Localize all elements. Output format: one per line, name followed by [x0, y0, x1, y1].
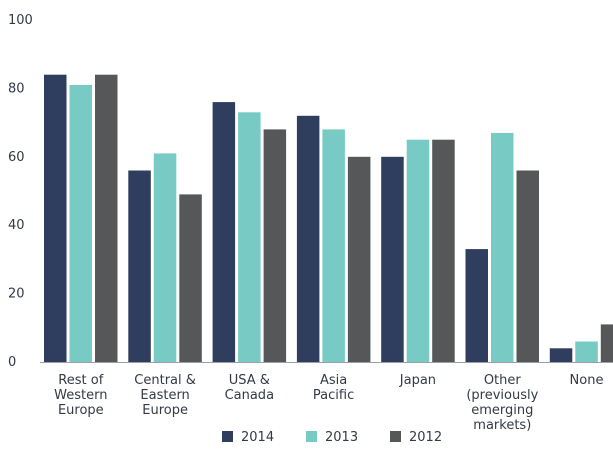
y-tick-label: 80 [8, 81, 25, 96]
legend-label-2014: 2014 [241, 430, 274, 445]
bar-2013 [322, 129, 345, 362]
legend: 2014 2013 2012 [222, 430, 442, 445]
bar-2014 [128, 170, 151, 362]
x-category-label: Rest of Western Europe [54, 373, 107, 418]
x-category-label: Japan [399, 373, 436, 388]
bar-2012 [347, 156, 371, 362]
bar-2012 [263, 129, 287, 362]
x-category-label: Central & Eastern Europe [134, 373, 196, 418]
bar-2012 [95, 74, 118, 362]
x-category-label: Asia Pacific [313, 373, 354, 403]
bar-2013 [406, 139, 430, 362]
x-category-label: None [570, 373, 604, 388]
legend-label-2012: 2012 [409, 430, 442, 445]
x-category-label: USA & Canada [225, 373, 274, 403]
bar-2013 [69, 85, 92, 362]
legend-label-2013: 2013 [325, 430, 358, 445]
bar-2014 [212, 102, 236, 362]
legend-swatch-2014 [222, 431, 233, 442]
bar-2014 [549, 348, 573, 362]
x-axis-labels: Rest of Western Europe Central & Eastern Euro… [54, 373, 603, 433]
y-tick-label: 60 [8, 150, 25, 165]
bar-2012 [600, 324, 613, 362]
bar-2012 [432, 139, 455, 362]
y-axis: 0 20 40 60 80 100 [8, 13, 33, 370]
bar-2013 [238, 112, 261, 362]
legend-swatch-2013 [306, 431, 317, 442]
bar-2013 [575, 341, 598, 362]
bar-2012 [179, 194, 202, 362]
bars [44, 74, 613, 362]
bar-2013 [153, 153, 177, 362]
bar-2013 [491, 132, 514, 362]
legend-swatch-2012 [390, 431, 401, 442]
y-tick-label: 40 [8, 218, 25, 233]
bar-2014 [465, 249, 488, 362]
y-tick-label: 20 [8, 287, 25, 302]
bar-2014 [296, 115, 320, 362]
bar-2014 [381, 156, 404, 362]
bar-2012 [516, 170, 539, 362]
bar-2014 [44, 74, 67, 362]
y-tick-label: 0 [8, 355, 16, 370]
x-category-label: Other (previously emerging markets) [466, 373, 538, 433]
y-tick-label: 100 [8, 13, 33, 28]
